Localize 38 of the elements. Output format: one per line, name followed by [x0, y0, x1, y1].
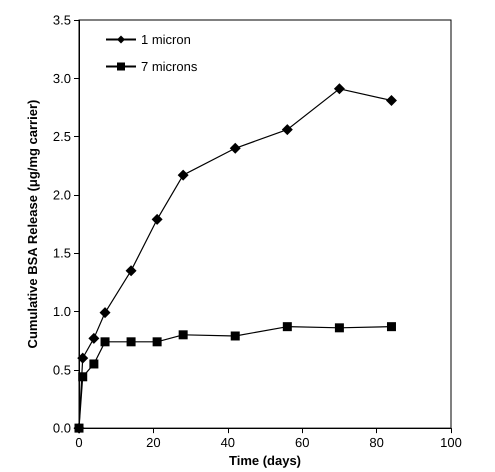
y-tick-label: 1.0 [52, 304, 71, 319]
y-tick-label: 0.5 [52, 362, 71, 378]
x-tick-label: 60 [294, 435, 310, 450]
y-tick-label: 3.0 [52, 70, 71, 86]
y-tick-label: 0.0 [52, 420, 71, 436]
x-tick-label: 80 [369, 435, 384, 450]
y-tick-label: 2.0 [52, 187, 71, 202]
x-tick-label: 0 [75, 435, 83, 450]
point [334, 83, 345, 94]
point [386, 94, 397, 106]
point [178, 170, 189, 181]
x-tick-label: 20 [146, 435, 161, 450]
x-tick-label: 40 [220, 435, 236, 450]
point [126, 265, 137, 276]
point [386, 322, 396, 332]
point [230, 331, 240, 340]
y-axis-title: Cumulative BSA Release (μg/mg carrier) [25, 100, 40, 348]
point [100, 337, 110, 346]
point [178, 330, 188, 340]
point [77, 352, 88, 364]
point [152, 214, 163, 225]
point [88, 332, 100, 344]
point [282, 322, 292, 332]
point [126, 337, 136, 346]
x-tick-label: 100 [440, 435, 462, 450]
point [100, 307, 111, 318]
point [78, 372, 88, 382]
point [282, 124, 293, 136]
point [89, 359, 98, 368]
legend-label: 1 micron [141, 32, 191, 47]
y-tick-label: 3.5 [52, 12, 71, 28]
x-axis-title: Time (days) [228, 453, 302, 468]
point [334, 323, 344, 332]
y-tick-label: 2.5 [52, 129, 71, 144]
point [230, 142, 241, 154]
point [152, 337, 162, 346]
legend-label: 7 microns [141, 59, 198, 74]
y-tick-label: 1.5 [52, 246, 71, 261]
